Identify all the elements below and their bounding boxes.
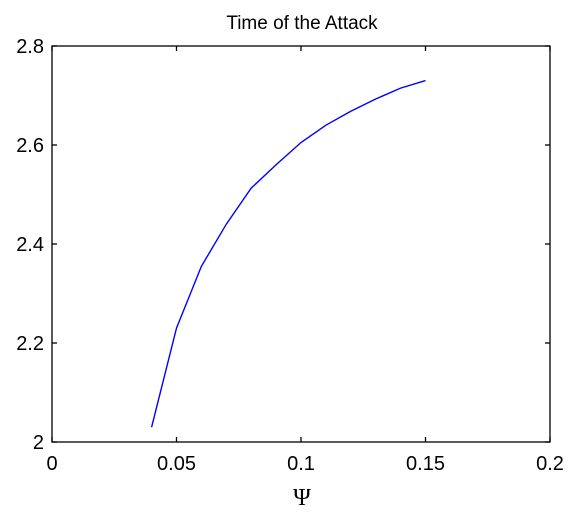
y-axis: 2 2.2 2.4 2.6 2.8 [16, 36, 550, 454]
series-line [150, 79, 426, 428]
x-tick-label: 0.15 [406, 453, 445, 475]
y-tick-label: 2.4 [16, 234, 44, 256]
y-tick-label: 2.6 [16, 135, 44, 157]
series-layer [150, 79, 426, 428]
x-tick-label: 0.05 [157, 453, 196, 475]
chart-title: Time of the Attack [226, 13, 378, 34]
y-tick-label: 2.2 [16, 333, 44, 355]
x-tick-label: 0.2 [536, 453, 564, 475]
x-tick-label: 0 [46, 453, 57, 475]
x-axis: 0 0.05 0.1 0.15 0.2 [46, 46, 564, 475]
x-tick-label: 0.1 [287, 453, 315, 475]
x-axis-label: Ψ [293, 485, 311, 511]
y-tick-label: 2.8 [16, 36, 44, 58]
y-tick-label: 2 [33, 432, 44, 454]
